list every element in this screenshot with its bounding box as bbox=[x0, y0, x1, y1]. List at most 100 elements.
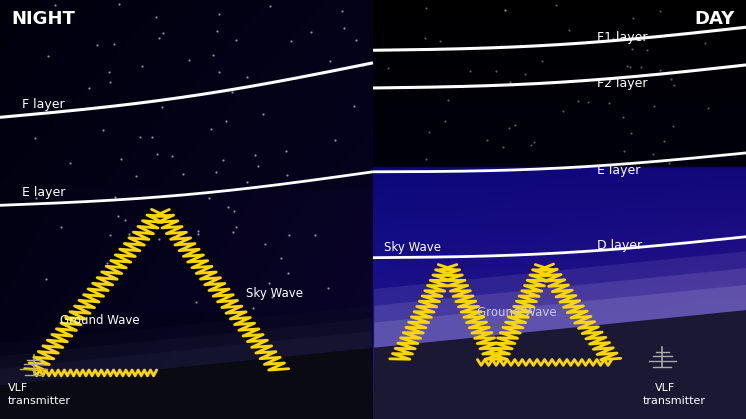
Point bbox=[257, 111, 269, 118]
Point bbox=[582, 98, 594, 105]
Point bbox=[108, 40, 120, 47]
Point bbox=[625, 129, 637, 136]
Point bbox=[504, 78, 515, 85]
Point bbox=[115, 155, 127, 162]
Point bbox=[231, 224, 242, 231]
Point bbox=[207, 52, 219, 59]
Point bbox=[205, 125, 217, 132]
Point bbox=[156, 103, 168, 110]
Point bbox=[503, 125, 515, 132]
Point bbox=[83, 84, 95, 91]
Point bbox=[241, 179, 253, 186]
Text: Ground Wave: Ground Wave bbox=[477, 305, 557, 319]
Point bbox=[119, 216, 131, 223]
Point bbox=[497, 144, 509, 150]
Point bbox=[357, 62, 369, 69]
Point bbox=[150, 14, 162, 21]
Point bbox=[419, 35, 431, 41]
Text: F layer: F layer bbox=[22, 98, 65, 111]
Point bbox=[109, 194, 121, 200]
Point bbox=[40, 275, 52, 282]
Point bbox=[463, 67, 475, 74]
Point bbox=[101, 259, 113, 266]
Point bbox=[113, 212, 125, 219]
Point bbox=[498, 6, 510, 13]
Point bbox=[242, 74, 254, 80]
Point bbox=[285, 38, 297, 45]
Point bbox=[157, 29, 169, 36]
Point bbox=[222, 204, 234, 210]
Text: DAY: DAY bbox=[695, 10, 735, 28]
Point bbox=[667, 122, 679, 129]
Point bbox=[190, 298, 202, 305]
Point bbox=[627, 14, 639, 21]
Point bbox=[573, 163, 585, 170]
Point bbox=[137, 62, 148, 69]
Point bbox=[658, 137, 670, 144]
Point bbox=[103, 69, 115, 75]
Point bbox=[172, 232, 184, 239]
Point bbox=[226, 89, 238, 96]
Point bbox=[627, 46, 639, 53]
Point bbox=[603, 100, 615, 107]
Point bbox=[653, 67, 665, 74]
Point bbox=[275, 255, 286, 261]
Point bbox=[701, 104, 713, 111]
Point bbox=[550, 2, 562, 8]
Text: E layer: E layer bbox=[597, 164, 640, 178]
Point bbox=[322, 285, 333, 291]
Text: VLF: VLF bbox=[7, 383, 28, 393]
Point bbox=[528, 139, 540, 146]
Text: transmitter: transmitter bbox=[643, 396, 706, 406]
Point bbox=[264, 3, 276, 10]
Point bbox=[66, 308, 78, 314]
Point bbox=[617, 114, 629, 120]
Text: F2 layer: F2 layer bbox=[597, 77, 648, 91]
Point bbox=[247, 304, 259, 311]
Point bbox=[131, 173, 142, 179]
Point bbox=[280, 147, 292, 154]
Point bbox=[151, 151, 163, 158]
Point bbox=[49, 2, 61, 8]
Point bbox=[434, 38, 446, 44]
Point bbox=[283, 232, 295, 238]
Point bbox=[509, 122, 521, 129]
Point bbox=[259, 241, 271, 247]
Point bbox=[621, 63, 633, 70]
Point bbox=[350, 36, 362, 43]
Polygon shape bbox=[374, 251, 746, 348]
Point bbox=[557, 108, 569, 114]
Point bbox=[421, 156, 433, 163]
Text: Sky Wave: Sky Wave bbox=[384, 241, 441, 254]
Point bbox=[329, 137, 341, 144]
Point bbox=[217, 157, 229, 163]
Point bbox=[665, 75, 677, 82]
Point bbox=[113, 1, 125, 8]
Point bbox=[29, 135, 41, 142]
Point bbox=[220, 118, 232, 125]
Point bbox=[518, 71, 530, 78]
Point bbox=[348, 103, 360, 110]
Text: NIGHT: NIGHT bbox=[11, 10, 75, 28]
Point bbox=[563, 27, 575, 34]
Point bbox=[64, 160, 76, 166]
Point bbox=[266, 293, 278, 300]
Point bbox=[192, 231, 204, 238]
Point bbox=[305, 28, 317, 35]
Point bbox=[490, 67, 502, 74]
Point bbox=[153, 236, 165, 243]
Point bbox=[104, 78, 116, 85]
Point bbox=[91, 42, 103, 49]
Point bbox=[525, 142, 537, 148]
Polygon shape bbox=[0, 318, 372, 385]
Point bbox=[423, 129, 435, 136]
Point bbox=[213, 68, 225, 75]
Point bbox=[280, 171, 292, 178]
Point bbox=[228, 229, 239, 236]
Point bbox=[310, 232, 322, 238]
Point bbox=[606, 34, 618, 41]
Text: VLF: VLF bbox=[655, 383, 675, 393]
Point bbox=[104, 232, 116, 238]
Point bbox=[420, 5, 432, 12]
Point bbox=[122, 231, 134, 238]
